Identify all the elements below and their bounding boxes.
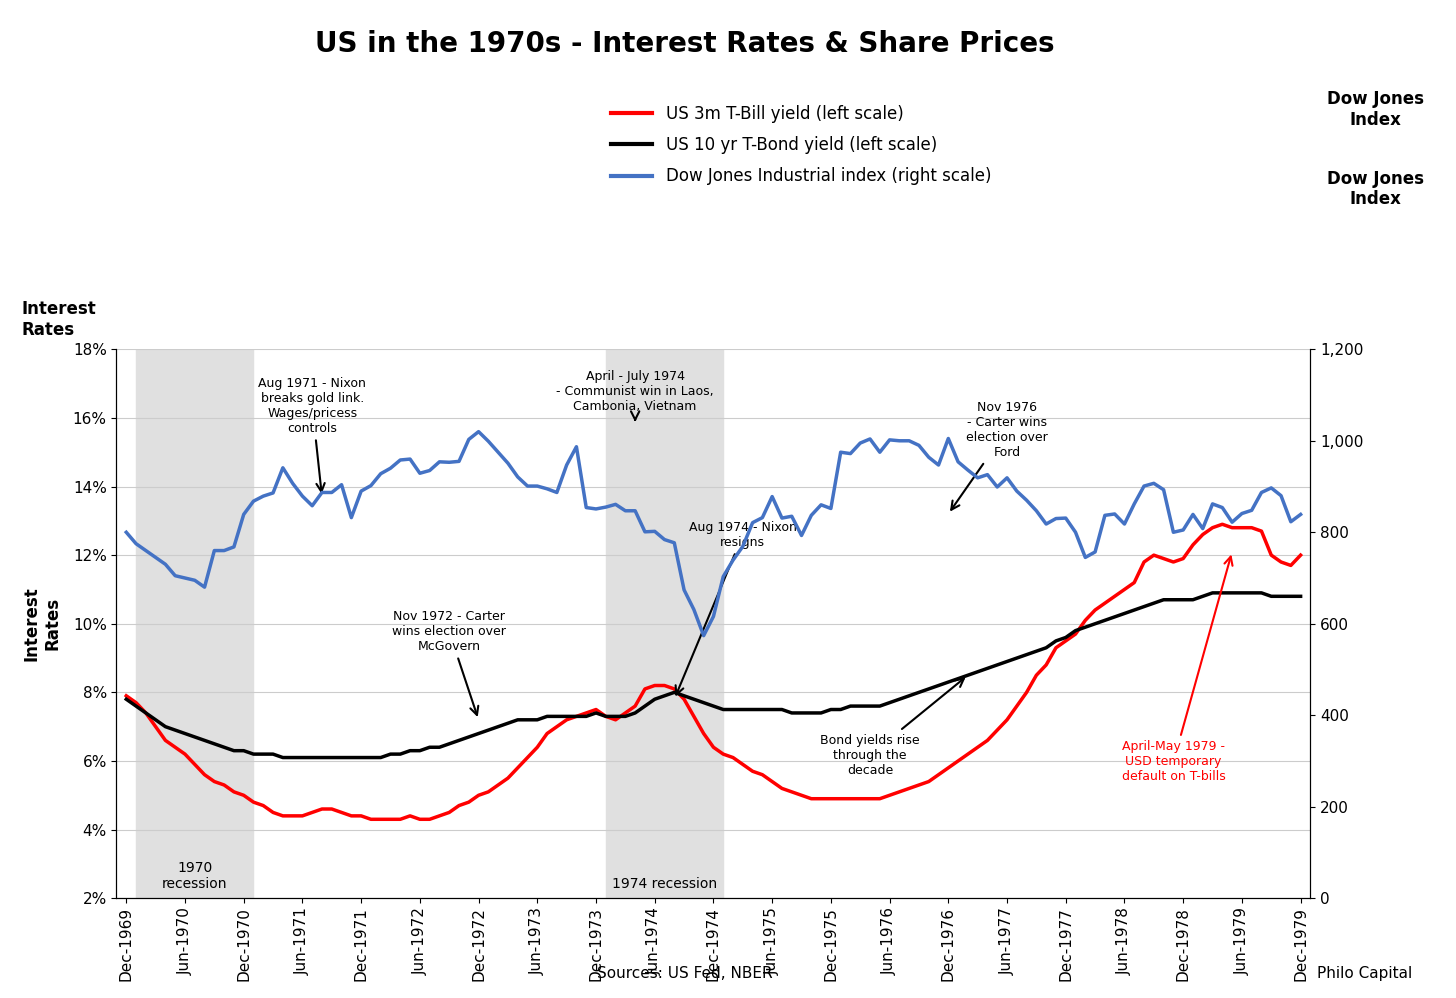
Text: Aug 1974 - Nixon
resigns: Aug 1974 - Nixon resigns [676, 521, 796, 695]
Legend: US 3m T-Bill yield (left scale), US 10 yr T-Bond yield (left scale), Dow Jones I: US 3m T-Bill yield (left scale), US 10 y… [604, 98, 997, 193]
Text: Aug 1971 - Nixon
breaks gold link.
Wages/pricess
controls: Aug 1971 - Nixon breaks gold link. Wages… [258, 377, 365, 492]
Bar [135, 349, 253, 898]
Bar [606, 349, 724, 898]
Text: Interest
Rates: Interest Rates [22, 300, 96, 338]
Y-axis label: Interest
Rates: Interest Rates [23, 587, 61, 661]
Text: 1970
recession: 1970 recession [162, 861, 227, 891]
Text: US in the 1970s - Interest Rates & Share Prices: US in the 1970s - Interest Rates & Share… [314, 30, 1054, 58]
Text: Philo Capital: Philo Capital [1318, 966, 1412, 981]
Text: April - July 1974
- Communist win in Laos,
Cambonia, Vietnam: April - July 1974 - Communist win in Lao… [556, 370, 713, 420]
Text: 1974 recession: 1974 recession [612, 877, 716, 891]
Text: Sources: US Fed, NBER: Sources: US Fed, NBER [597, 966, 772, 981]
Text: Dow Jones
Index: Dow Jones Index [1328, 90, 1424, 129]
Text: Nov 1976
- Carter wins
election over
Ford: Nov 1976 - Carter wins election over For… [951, 401, 1048, 510]
Text: Nov 1972 - Carter
wins election over
McGovern: Nov 1972 - Carter wins election over McG… [392, 610, 507, 715]
Text: April-May 1979 -
USD temporary
default on T-bills: April-May 1979 - USD temporary default o… [1121, 557, 1233, 783]
Text: Bond yields rise
through the
decade: Bond yields rise through the decade [820, 679, 964, 776]
Text: Dow Jones
Index: Dow Jones Index [1328, 170, 1424, 209]
